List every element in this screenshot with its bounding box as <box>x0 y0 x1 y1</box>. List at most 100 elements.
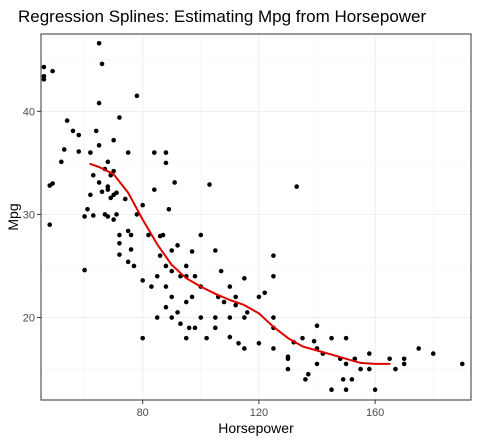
data-point <box>134 212 140 217</box>
data-point <box>99 61 105 67</box>
data-point <box>303 377 308 382</box>
data-point <box>125 228 131 234</box>
x-tick-label: 80 <box>137 407 149 419</box>
data-point <box>183 263 189 269</box>
data-point <box>96 100 102 106</box>
data-point <box>204 335 209 341</box>
data-point <box>256 340 262 346</box>
data-point <box>401 356 407 362</box>
data-point <box>262 290 268 296</box>
data-point <box>140 202 145 208</box>
data-point <box>163 304 169 310</box>
data-point <box>329 335 334 341</box>
data-point <box>163 160 169 166</box>
data-point <box>117 232 122 238</box>
y-tick-label: 30 <box>23 209 35 221</box>
data-point <box>175 243 180 248</box>
data-point <box>50 181 55 186</box>
data-point <box>169 294 175 300</box>
data-point <box>233 302 238 308</box>
data-point <box>305 371 311 377</box>
data-point <box>213 248 218 253</box>
data-point <box>343 361 349 367</box>
data-point <box>50 68 55 74</box>
data-point <box>76 149 82 154</box>
data-point <box>314 323 320 329</box>
data-point <box>93 128 99 134</box>
data-point <box>125 150 131 155</box>
data-point <box>105 214 111 219</box>
data-point <box>242 276 247 281</box>
data-point <box>96 180 102 185</box>
data-point <box>198 315 204 320</box>
data-point <box>160 232 166 238</box>
axis-ticks: 80 120 160 20 30 40 <box>23 106 385 419</box>
data-point <box>114 212 119 217</box>
data-point <box>105 184 111 189</box>
data-point <box>169 248 175 253</box>
data-point <box>169 268 175 274</box>
data-point <box>117 252 122 257</box>
data-point <box>85 206 90 212</box>
data-point <box>122 196 128 202</box>
data-point <box>154 273 160 279</box>
data-point <box>117 240 122 246</box>
data-point <box>300 335 305 341</box>
grid <box>41 34 471 400</box>
data-point <box>82 214 87 219</box>
data-point <box>189 294 195 300</box>
data-point <box>242 315 247 320</box>
data-point <box>329 387 334 392</box>
data-point <box>430 351 436 356</box>
data-point <box>114 190 119 196</box>
data-point <box>146 232 151 238</box>
data-point <box>358 366 363 372</box>
data-point <box>166 206 172 212</box>
data-point <box>108 195 114 201</box>
data-point <box>242 346 247 351</box>
data-point <box>76 132 82 138</box>
x-tick-label: 160 <box>366 407 384 419</box>
data-point <box>227 284 233 289</box>
data-point <box>256 294 262 300</box>
data-point <box>227 315 233 320</box>
data-point <box>157 253 163 258</box>
data-point <box>271 315 276 320</box>
y-axis-title: Mpg <box>5 203 21 230</box>
data-point <box>111 217 116 222</box>
x-tick-label: 120 <box>250 407 268 419</box>
y-tick-label: 40 <box>23 106 35 118</box>
data-point <box>64 118 70 123</box>
data-point <box>343 387 349 392</box>
data-point <box>178 321 183 327</box>
data-point <box>218 268 224 274</box>
data-point <box>111 168 116 174</box>
data-point <box>227 334 233 340</box>
data-point <box>99 189 105 195</box>
data-point <box>125 259 131 265</box>
data-point <box>59 159 64 165</box>
data-point <box>105 159 111 165</box>
data-point <box>41 77 47 82</box>
data-point <box>343 335 349 341</box>
data-point <box>236 340 241 346</box>
data-point <box>111 137 116 143</box>
data-point <box>140 335 145 341</box>
data-point <box>88 192 93 198</box>
data-point <box>294 184 299 189</box>
data-point <box>367 351 372 356</box>
data-point <box>207 182 212 187</box>
data-point <box>183 299 189 305</box>
data-point <box>172 180 177 185</box>
data-point <box>134 93 140 99</box>
data-point <box>244 310 250 315</box>
data-point <box>117 115 122 120</box>
data-point <box>41 64 47 70</box>
data-point <box>271 273 276 279</box>
data-point <box>47 222 53 228</box>
data-point <box>213 325 218 331</box>
data-point <box>186 325 192 331</box>
data-point <box>140 278 145 283</box>
data-point <box>401 361 407 367</box>
chart-title: Regression Splines: Estimating Mpg from … <box>18 7 427 26</box>
